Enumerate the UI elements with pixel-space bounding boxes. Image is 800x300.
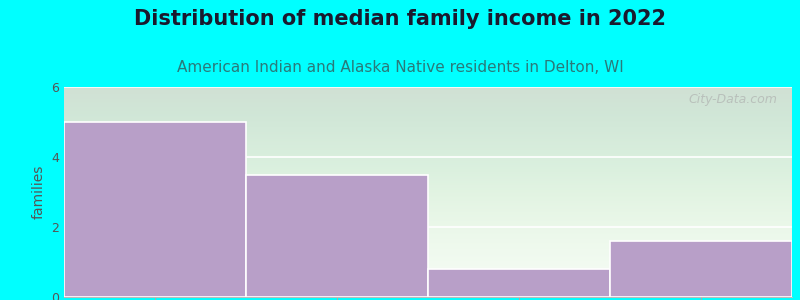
Y-axis label: families: families [31,165,46,219]
Bar [64,122,246,297]
Text: City-Data.com: City-Data.com [689,93,778,106]
Bar [246,175,428,297]
Text: Distribution of median family income in 2022: Distribution of median family income in … [134,9,666,29]
Text: American Indian and Alaska Native residents in Delton, WI: American Indian and Alaska Native reside… [177,60,623,75]
Bar [610,241,792,297]
Bar [428,269,610,297]
